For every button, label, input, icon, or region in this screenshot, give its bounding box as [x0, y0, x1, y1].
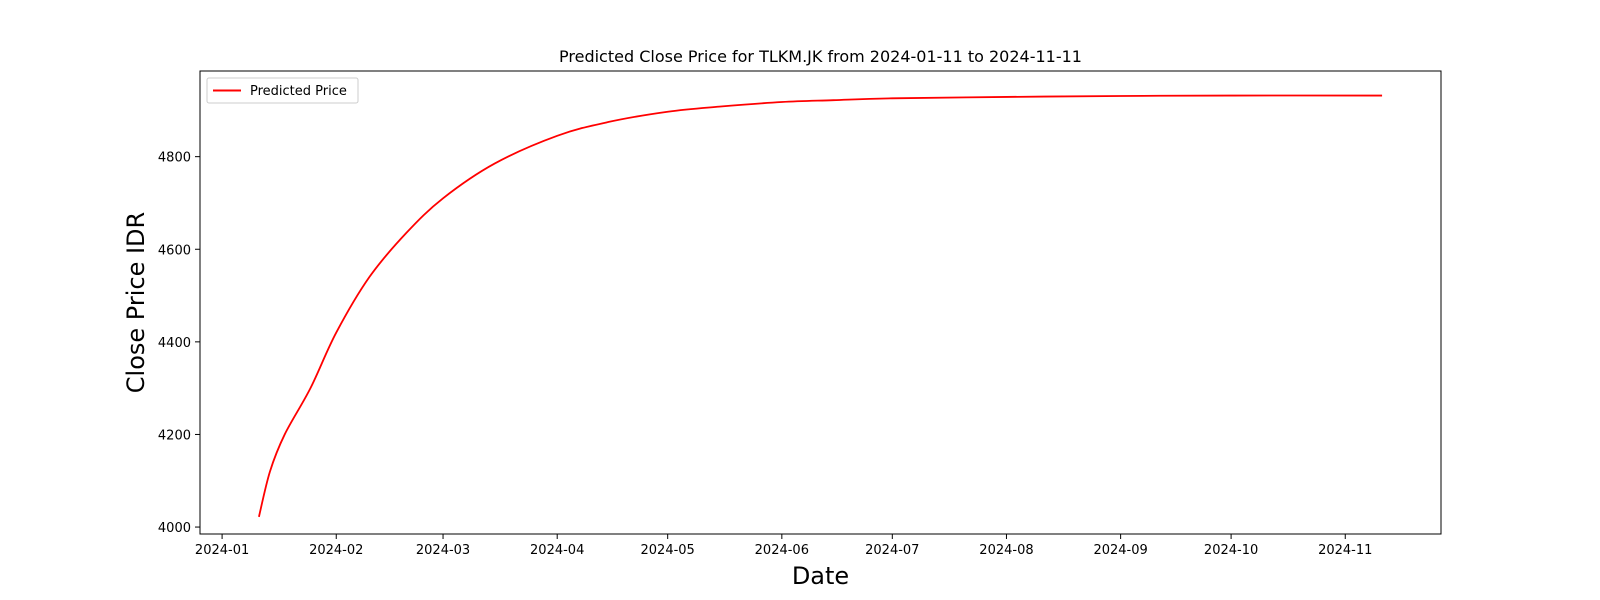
y-axis-label: Close Price IDR: [122, 212, 150, 393]
x-tick-label: 2024-08: [979, 543, 1033, 558]
y-tick-label: 4600: [158, 243, 191, 258]
x-tick-label: 2024-02: [309, 543, 363, 558]
x-tick-label: 2024-11: [1318, 543, 1372, 558]
y-tick-label: 4400: [158, 336, 191, 351]
legend-box: [206, 77, 359, 104]
y-axis-ticks: 4000 4200 4400 4600 4800: [158, 151, 200, 536]
x-tick-label: 2024-04: [530, 543, 584, 558]
legend-entry: Predicted Price: [250, 84, 347, 99]
x-tick-label: 2024-05: [641, 543, 695, 558]
x-axis-ticks: 2024-01 2024-02 2024-03 2024-04 2024-05 2024-…: [195, 534, 1372, 558]
x-axis-label: Date: [792, 562, 849, 590]
y-tick-label: 4000: [158, 521, 191, 536]
x-tick-label: 2024-10: [1204, 543, 1258, 558]
series-line-predicted-price: [258, 94, 1383, 518]
x-tick-label: 2024-06: [755, 543, 809, 558]
x-tick-label: 2024-09: [1093, 543, 1147, 558]
y-tick-label: 4800: [158, 151, 191, 166]
x-tick-label: 2024-01: [195, 543, 249, 558]
x-tick-label: 2024-03: [416, 543, 470, 558]
chart-title: Predicted Close Price for TLKM.JK from 2…: [559, 47, 1082, 66]
legend: Predicted Price: [206, 77, 359, 104]
plot-frame: [199, 70, 1442, 535]
series-layer: [258, 94, 1383, 518]
plot-area: [199, 70, 1442, 535]
y-tick-label: 4200: [158, 428, 191, 443]
x-tick-label: 2024-07: [865, 543, 919, 558]
